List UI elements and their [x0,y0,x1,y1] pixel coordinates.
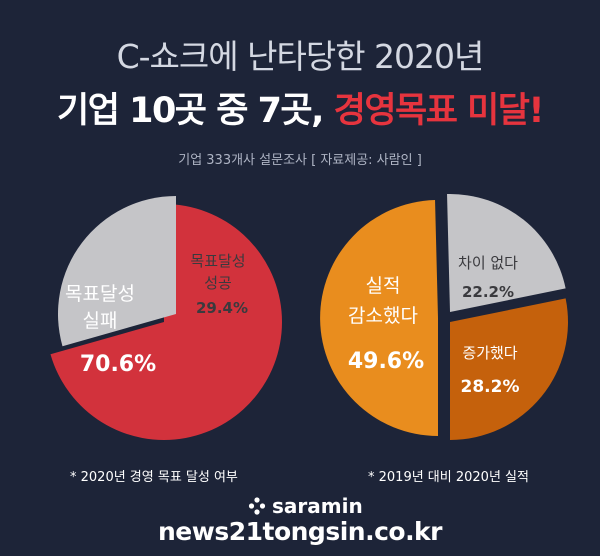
title-main: 기업 10곳 중 7곳, [57,91,324,131]
slice-label: 실적 [366,275,401,297]
footnote-goal-achievement: * 2020년 경영 목표 달성 여부 [70,470,238,485]
title-accent: 경영목표 미달! [333,91,545,131]
pie-slice [57,196,176,347]
title-line-2: 기업 10곳 중 7곳, 경영목표 미달! [0,82,600,133]
title-line-1: C-쇼크에 난타당한 2020년 [116,37,485,76]
slice-label: 목표달성 [65,283,135,305]
slice-label: 차이 없다 [458,254,518,272]
subtitle: 기업 333개사 설문조사 [ 자료제공: 사람인 ] [178,153,422,168]
slice-label: 실패 [83,310,118,332]
slice-label: 감소했다 [348,305,418,327]
slice-value-label: 70.6% [80,352,156,377]
slice-value-label: 49.6% [348,349,424,374]
pie-slice [447,194,566,312]
slice-label: 증가했다 [462,344,517,362]
slice-value-label: 28.2% [461,377,520,397]
slice-value-label: 22.2% [462,283,514,301]
saramin-logo: saramin [248,494,363,518]
footnote-performance: * 2019년 대비 2020년 실적 [368,470,529,485]
saramin-dots-icon [248,497,266,515]
pie-slice [450,298,568,440]
pie-slice [320,200,438,436]
slice-label: 목표달성 [190,252,245,270]
pie-slice [50,204,282,440]
site-url: news21tongsin.co.kr [157,517,443,546]
slice-value-label: 29.4% [196,299,248,317]
slice-label: 성공 [204,274,232,292]
saramin-logo-text: saramin [272,494,363,518]
